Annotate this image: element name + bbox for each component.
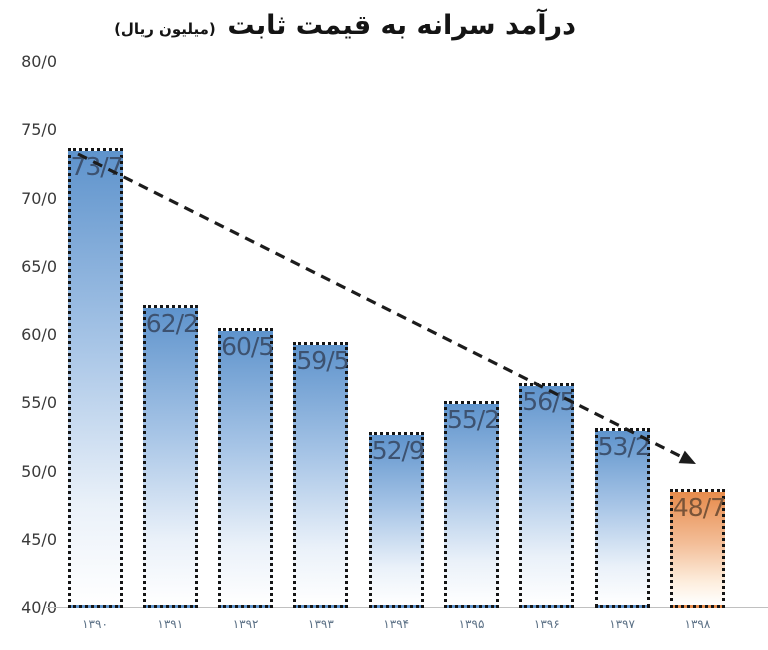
bar-value-label: 53/2 xyxy=(597,431,651,461)
bar: 62/2 xyxy=(142,304,199,608)
x-axis-tick-label: ۱۳۹۸ xyxy=(684,617,711,631)
y-axis-tick-label: 50/0 xyxy=(21,461,57,481)
y-axis-tick-label: 55/0 xyxy=(21,393,57,413)
bar: 60/5 xyxy=(218,328,274,608)
x-axis-tick-label: ۱۳۹۱ xyxy=(157,617,184,631)
bar-value-label: 55/2 xyxy=(447,404,500,434)
x-axis-tick-label: ۱۳۹۶ xyxy=(533,617,560,631)
chart-title: درآمد سرانه به قیمت ثابت (میلیون ریال) xyxy=(0,10,690,41)
bar-value-label: 48/7 xyxy=(672,493,726,523)
y-axis-tick-label: 65/0 xyxy=(21,256,57,276)
y-axis-tick-label: 60/0 xyxy=(21,325,57,344)
x-axis-tick-label: ۱۳۹۵ xyxy=(458,617,485,631)
x-axis-tick-label: ۱۳۹۴ xyxy=(383,617,410,631)
y-axis-tick-label: 75/0 xyxy=(21,120,57,140)
bar-value-label: 60/5 xyxy=(221,332,274,362)
x-axis-tick-label: ۱۳۹۳ xyxy=(308,617,334,631)
bar-value-label: 73/7 xyxy=(70,151,124,181)
x-axis-tick-label: ۱۳۹۲ xyxy=(232,617,259,631)
bar: 48/7 xyxy=(669,489,726,608)
bar: 73/7 xyxy=(67,147,124,608)
bar-value-label: 52/9 xyxy=(371,435,425,465)
bar: 59/5 xyxy=(293,341,350,608)
x-axis-tick-label: ۱۳۹۰ xyxy=(82,617,108,631)
bar-value-label: 62/2 xyxy=(145,308,199,338)
bar-value-label: 59/5 xyxy=(296,345,349,375)
bar: 55/2 xyxy=(444,400,500,608)
x-axis-tick-label: ۱۳۹۷ xyxy=(609,617,635,631)
bar: 52/9 xyxy=(368,431,425,608)
y-axis-tick-label: 80/0 xyxy=(21,52,57,71)
bar: 53/2 xyxy=(594,427,651,608)
bar: 56/5 xyxy=(519,382,575,608)
y-axis-tick-label: 70/0 xyxy=(21,188,57,208)
bar-value-label: 56/5 xyxy=(522,386,575,416)
chart-title-unit: (میلیون ریال) xyxy=(114,20,216,38)
chart-title-text: درآمد سرانه به قیمت ثابت xyxy=(227,10,576,41)
y-axis-tick-label: 45/0 xyxy=(21,529,57,549)
y-axis-tick-label: 40/0 xyxy=(21,598,57,617)
